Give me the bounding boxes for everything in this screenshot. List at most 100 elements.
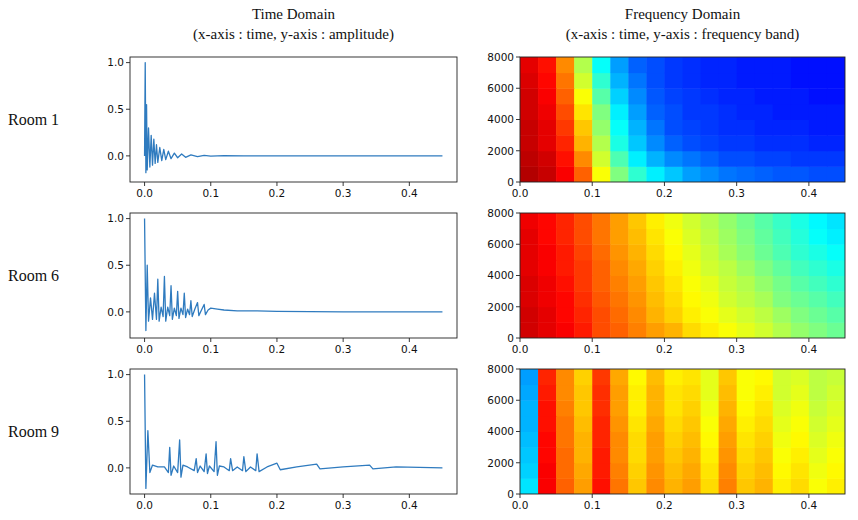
heatmap-cell bbox=[827, 463, 845, 479]
heatmap-cell bbox=[701, 73, 720, 89]
heatmap-cell bbox=[683, 416, 702, 432]
heatmap-cell bbox=[592, 120, 611, 136]
heatmap-cell bbox=[592, 369, 611, 385]
heatmap-cell bbox=[610, 478, 629, 494]
heatmap-cell bbox=[628, 244, 647, 260]
heatmap-cell bbox=[701, 260, 720, 276]
heatmap-cell bbox=[701, 385, 720, 401]
heatmap-cell bbox=[646, 307, 665, 323]
heatmap-cell bbox=[538, 416, 557, 432]
heatmap-cell bbox=[610, 244, 629, 260]
y-tick-label: 1.0 bbox=[107, 212, 124, 224]
heatmap-cell bbox=[701, 416, 720, 432]
heatmap-cell bbox=[628, 229, 647, 245]
heatmap-cell bbox=[737, 416, 756, 432]
heatmap-cell bbox=[538, 478, 557, 494]
y-tick-label: 6000 bbox=[487, 238, 514, 250]
x-tick bbox=[343, 182, 344, 186]
heatmap-cell bbox=[664, 385, 683, 401]
heatmap-cell bbox=[737, 73, 756, 89]
x-tick bbox=[664, 182, 665, 186]
heatmap-cell bbox=[610, 166, 629, 182]
heatmap-cell bbox=[520, 151, 539, 167]
plot-frame bbox=[130, 57, 457, 182]
heatmap-cell bbox=[791, 322, 810, 338]
heatmap-cell bbox=[791, 104, 810, 120]
heatmap-cell bbox=[574, 322, 593, 338]
heatmap-cell bbox=[683, 291, 702, 307]
heatmap-cell bbox=[556, 416, 575, 432]
heatmap-cell bbox=[755, 416, 774, 432]
heatmap-cell bbox=[701, 276, 720, 292]
heatmap-cell bbox=[701, 104, 720, 120]
y-tick bbox=[126, 218, 130, 219]
heatmap-cell bbox=[592, 244, 611, 260]
heatmap-cell bbox=[755, 88, 774, 104]
heatmap-cell bbox=[683, 369, 702, 385]
heatmap-cell bbox=[592, 166, 611, 182]
heatmap-cell bbox=[556, 385, 575, 401]
heatmap-cell bbox=[610, 213, 629, 229]
panel: 0.00.10.20.30.402000400060008000 bbox=[487, 363, 845, 511]
heatmap-cell bbox=[520, 276, 539, 292]
heatmap-cell bbox=[646, 260, 665, 276]
heatmap-cell bbox=[809, 120, 828, 136]
heatmap-cell bbox=[520, 369, 539, 385]
y-tick-label: 2000 bbox=[487, 457, 514, 469]
x-tick bbox=[210, 182, 211, 186]
heatmap-cell bbox=[628, 416, 647, 432]
heatmap-cell bbox=[574, 400, 593, 416]
heatmap-cell bbox=[592, 447, 611, 463]
heatmap-cell bbox=[773, 135, 792, 151]
heatmap-cell bbox=[791, 88, 810, 104]
heatmap-cell bbox=[683, 276, 702, 292]
panel: 0.00.10.20.30.40.00.51.0 bbox=[107, 368, 457, 511]
heatmap-cell bbox=[791, 416, 810, 432]
heatmap-cell bbox=[791, 135, 810, 151]
heatmap-cell bbox=[809, 432, 828, 448]
heatmap-cell bbox=[683, 432, 702, 448]
x-tick-label: 0.2 bbox=[269, 187, 286, 199]
heatmap-cell bbox=[827, 400, 845, 416]
heatmap-cell bbox=[755, 385, 774, 401]
heatmap-cell bbox=[646, 166, 665, 182]
heatmap-cell bbox=[791, 166, 810, 182]
y-tick bbox=[516, 431, 520, 432]
heatmap-cell bbox=[809, 291, 828, 307]
x-tick bbox=[736, 494, 737, 498]
panel: 0.00.10.20.30.402000400060008000 bbox=[487, 207, 845, 355]
heatmap-cell bbox=[827, 104, 845, 120]
heatmap-cell bbox=[737, 447, 756, 463]
heatmap-cell bbox=[827, 416, 845, 432]
y-tick-label: 4000 bbox=[487, 425, 514, 437]
heatmap-cell bbox=[737, 120, 756, 136]
heatmap-cell bbox=[610, 229, 629, 245]
plot-area bbox=[520, 57, 845, 182]
heatmap-cell bbox=[574, 213, 593, 229]
heatmap-cell bbox=[755, 213, 774, 229]
heatmap-cell bbox=[719, 291, 738, 307]
heatmap-cell bbox=[610, 57, 629, 73]
y-tick bbox=[516, 88, 520, 89]
heatmap-cell bbox=[737, 213, 756, 229]
heatmap-cell bbox=[701, 166, 720, 182]
heatmap-cell bbox=[809, 104, 828, 120]
heatmap-cell bbox=[827, 73, 845, 89]
heatmap-cell bbox=[646, 385, 665, 401]
heatmap-cell bbox=[646, 135, 665, 151]
x-tick-label: 0.3 bbox=[728, 187, 745, 199]
heatmap-cell bbox=[646, 291, 665, 307]
heatmap-cell bbox=[628, 260, 647, 276]
heatmap-cell bbox=[773, 229, 792, 245]
heatmap-cell bbox=[719, 57, 738, 73]
heatmap-cell bbox=[664, 73, 683, 89]
heatmap-cell bbox=[773, 276, 792, 292]
heatmap-cell bbox=[628, 57, 647, 73]
heatmap-cell bbox=[701, 463, 720, 479]
heatmap-cell bbox=[592, 104, 611, 120]
y-tick-label: 2000 bbox=[487, 301, 514, 313]
heatmap-cell bbox=[701, 400, 720, 416]
heatmap-cell bbox=[664, 151, 683, 167]
y-tick bbox=[126, 311, 130, 312]
heatmap-cell bbox=[791, 400, 810, 416]
